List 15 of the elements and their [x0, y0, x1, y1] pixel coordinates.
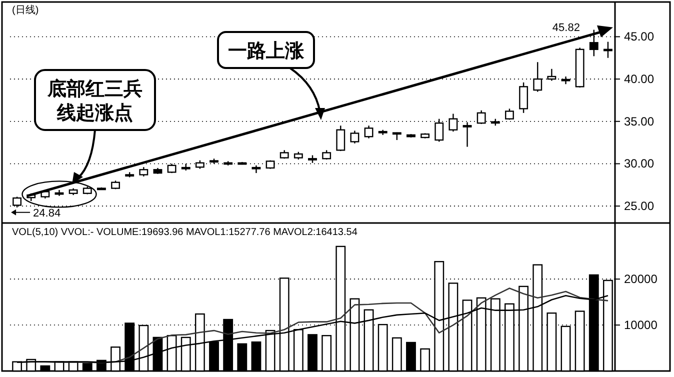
y-tick-label: 10000	[624, 318, 658, 332]
callout: 一路上涨	[217, 31, 315, 69]
y-tick-label: 30.00	[624, 156, 654, 171]
chart-title: (日线)	[12, 4, 39, 16]
annotation: 24.84	[33, 207, 61, 220]
callout: 底部红三兵线起涨点	[34, 69, 156, 131]
y-tick-label: 25.00	[624, 199, 654, 214]
annotation: 45.82	[552, 22, 580, 34]
y-tick-label: 20000	[624, 272, 658, 286]
y-tick-label: 40.00	[624, 72, 654, 86]
y-tick-label: 35.00	[624, 114, 654, 128]
chart-title: VOL(5,10) VVOL:- VOLUME:19693.96 MAVOL1:15277.76 MAVOL2:16413.54	[12, 227, 358, 238]
annotation: 底部红三兵线起涨点	[46, 78, 142, 124]
y-tick-label: 45.00	[624, 30, 654, 44]
annotation: 一路上涨	[228, 40, 305, 62]
